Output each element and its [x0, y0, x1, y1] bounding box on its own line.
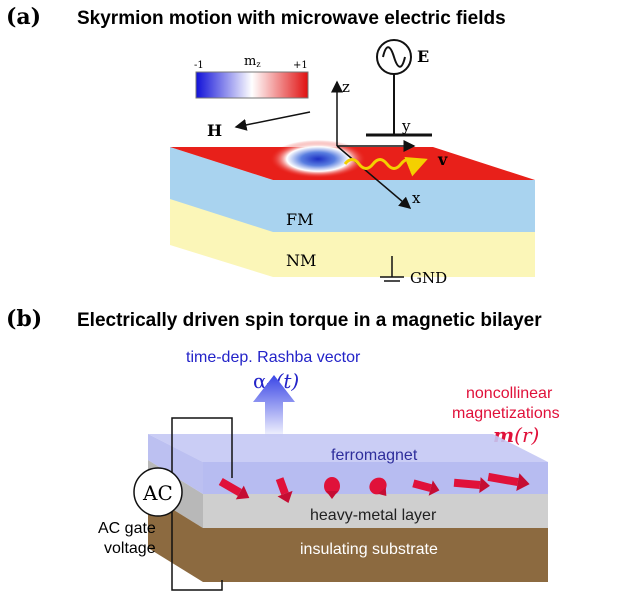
mag-arrow-6	[453, 477, 490, 494]
mag-arrow-4	[369, 477, 387, 496]
label-GND: GND	[410, 269, 447, 287]
rashba-alpha: α	[253, 369, 267, 393]
x-axis	[336, 145, 412, 209]
label-z: z	[342, 78, 350, 96]
label-v: v	[437, 150, 448, 169]
m-arg: (r)	[514, 423, 539, 447]
panel-b-letter: (b)	[6, 306, 42, 332]
colorbar-title-main: m	[244, 54, 256, 69]
mag-arrow-1	[218, 478, 250, 500]
mag-arrow-5	[412, 479, 440, 496]
colorbar-min-label: -1	[194, 60, 204, 71]
magnetization-arrows	[218, 472, 530, 504]
panel-a-title: Skyrmion motion with microwave electric …	[77, 8, 506, 29]
label-x: x	[412, 189, 421, 207]
noncollinear-label-1: noncollinear	[466, 385, 553, 402]
substrate-right-face	[203, 528, 548, 582]
mag-arrow-3	[324, 477, 340, 499]
nm-front-face	[170, 197, 273, 277]
mag-arrow-7	[487, 472, 530, 491]
heavy-metal-right-face	[203, 494, 548, 528]
ac-label: AC	[142, 481, 173, 505]
fm-left-face	[170, 147, 273, 232]
nm-right-face	[273, 227, 535, 277]
heavy-metal-label: heavy-metal layer	[310, 507, 437, 524]
label-NM: NM	[286, 251, 316, 270]
sine-wave-icon	[382, 46, 406, 68]
rashba-caption: time-dep. Rashba vector	[186, 349, 361, 366]
velocity-wavy-arrow	[343, 156, 428, 177]
ac-source-circle-b	[133, 467, 183, 517]
noncollinear-label-2: magnetizations	[452, 405, 560, 422]
label-E: E	[417, 47, 429, 66]
panel-b-title: Electrically driven spin torque in a mag…	[77, 310, 542, 331]
mag-arrow-2	[275, 477, 293, 504]
substrate-label: insulating substrate	[300, 541, 438, 558]
label-H: H	[207, 121, 222, 140]
colorbar-title: mz	[244, 54, 261, 69]
colorbar-title-sub: z	[256, 60, 260, 69]
panel-a-letter: (a)	[6, 4, 41, 30]
colorbar-max-label: +1	[293, 60, 308, 71]
ac-gate-label-2: voltage	[104, 540, 156, 557]
H-arrow	[234, 111, 311, 131]
rashba-vector-arrow	[253, 375, 295, 440]
ac-gate-label-1: AC gate	[98, 520, 156, 537]
label-y: y	[401, 117, 411, 135]
label-FM: FM	[286, 210, 313, 229]
ferromagnet-left-face	[148, 434, 203, 494]
circuit-wire-top	[171, 417, 233, 490]
mz-colorbar	[195, 71, 309, 99]
circuit-wire-bottom	[171, 508, 223, 591]
ferromagnet-top-face	[148, 434, 548, 462]
ferromagnet-label: ferromagnet	[331, 447, 418, 464]
